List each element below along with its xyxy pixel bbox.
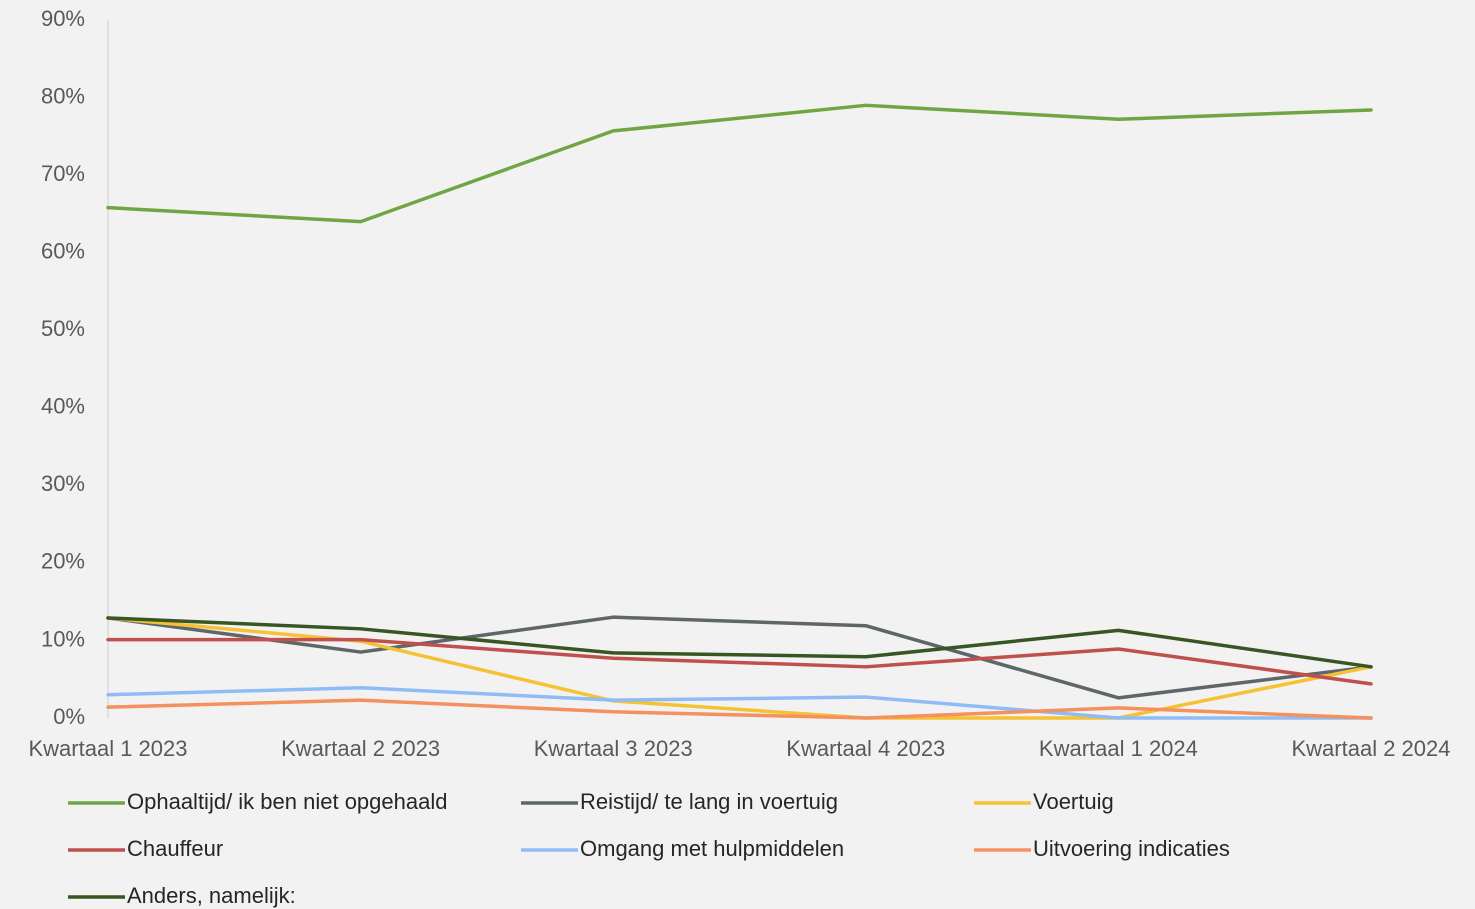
series-line: [106, 686, 1373, 720]
y-tick-label: 80%: [41, 83, 85, 108]
y-tick-label: 20%: [41, 549, 85, 574]
series-line: [106, 698, 1373, 720]
legend-label: Anders, namelijk:: [127, 883, 296, 908]
x-tick-label: Kwartaal 1 2023: [29, 736, 188, 761]
series-line: [106, 103, 1373, 224]
x-tick-label: Kwartaal 1 2024: [1039, 736, 1198, 761]
series-line: [106, 637, 1373, 686]
legend-label: Chauffeur: [127, 836, 223, 861]
y-tick-label: 60%: [41, 238, 85, 263]
x-tick-label: Kwartaal 4 2023: [786, 736, 945, 761]
series-line: [106, 615, 1373, 700]
y-tick-label: 90%: [41, 6, 85, 31]
y-tick-label: 0%: [53, 704, 85, 729]
legend-label: Ophaaltijd/ ik ben niet opgehaald: [127, 789, 447, 814]
y-tick-label: 10%: [41, 626, 85, 651]
legend-label: Omgang met hulpmiddelen: [580, 836, 844, 861]
y-tick-label: 40%: [41, 394, 85, 419]
series-line: [106, 616, 1373, 669]
y-tick-label: 50%: [41, 316, 85, 341]
legend-label: Reistijd/ te lang in voertuig: [580, 789, 838, 814]
y-tick-label: 30%: [41, 471, 85, 496]
y-tick-label: 70%: [41, 161, 85, 186]
legend-label: Voertuig: [1033, 789, 1114, 814]
x-tick-label: Kwartaal 2 2024: [1292, 736, 1451, 761]
x-tick-label: Kwartaal 2 2023: [281, 736, 440, 761]
x-tick-label: Kwartaal 3 2023: [534, 736, 693, 761]
legend-label: Uitvoering indicaties: [1033, 836, 1230, 861]
